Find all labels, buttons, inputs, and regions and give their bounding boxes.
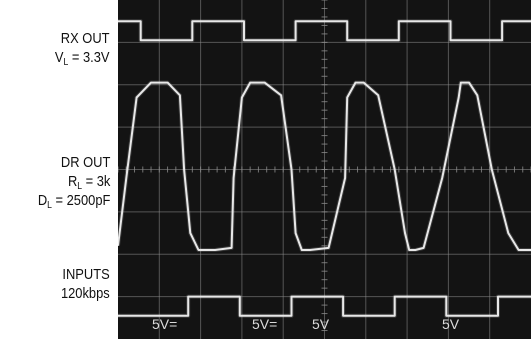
dr-out-label: DR OUT RL = 3k DL = 2500pF	[37, 154, 110, 211]
scale-label-2: 5V=	[252, 316, 277, 332]
traces	[118, 19, 531, 318]
inputs-label: INPUTS 120kbps	[61, 266, 110, 302]
scale-label-3: 5V	[312, 316, 330, 332]
scale-label-4: 5V	[442, 316, 460, 332]
oscilloscope-screen: 5V= 5V= 5V 5V	[118, 0, 531, 339]
dr-out-trace	[118, 81, 531, 251]
graticule	[118, 0, 531, 339]
channel-labels: RX OUT VL = 3.3V DR OUT RL = 3k DL = 250…	[0, 0, 118, 339]
rx-out-trace	[118, 20, 531, 42]
scale-label-1: 5V=	[152, 316, 177, 332]
inputs-trace	[118, 295, 531, 317]
rx-out-label: RX OUT VL = 3.3V	[55, 30, 110, 68]
